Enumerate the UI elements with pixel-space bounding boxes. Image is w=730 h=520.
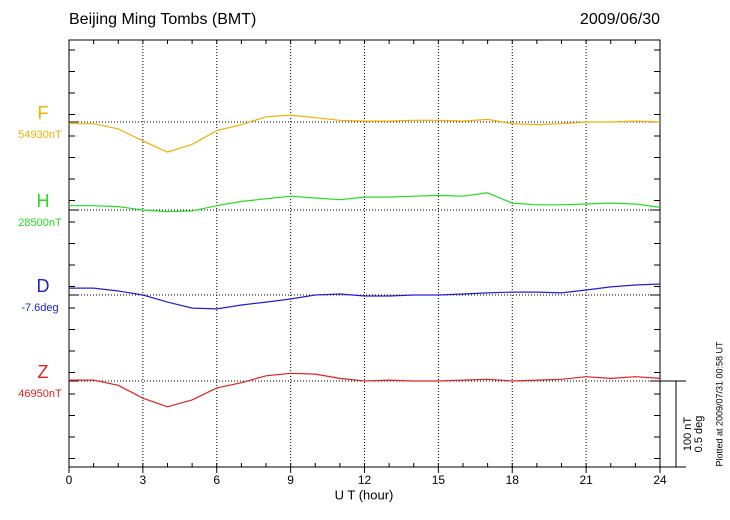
series-name: F bbox=[38, 103, 49, 123]
x-tick-label: 9 bbox=[287, 473, 294, 487]
chart-title: Beijing Ming Tombs (BMT) bbox=[69, 11, 256, 28]
series-line bbox=[69, 283, 661, 310]
series-line bbox=[69, 372, 661, 408]
series-baseline: 46950nT bbox=[18, 388, 62, 400]
x-tick-label: 15 bbox=[432, 473, 446, 487]
series-name: Z bbox=[38, 362, 49, 382]
x-tick-label: 3 bbox=[140, 473, 147, 487]
series-baseline: 54930nT bbox=[18, 129, 62, 141]
x-tick-label: 21 bbox=[579, 473, 593, 487]
x-axis-label: U T (hour) bbox=[335, 487, 394, 502]
series-baseline: 28500nT bbox=[18, 217, 62, 229]
x-tick-label: 6 bbox=[213, 473, 220, 487]
scale-bar-label: 0.5 deg bbox=[693, 416, 705, 453]
scale-bar-label: 100 nT bbox=[682, 417, 694, 452]
series-baseline: -7.6deg bbox=[21, 302, 58, 314]
x-tick-label: 18 bbox=[506, 473, 520, 487]
plot-note: Plotted at 2009/07/31 00:58 UT bbox=[714, 341, 724, 467]
chart-date: 2009/06/30 bbox=[580, 11, 660, 28]
series-name: D bbox=[37, 276, 50, 296]
series-line bbox=[69, 114, 661, 153]
series-name: H bbox=[37, 191, 50, 211]
x-tick-label: 0 bbox=[66, 473, 73, 487]
x-tick-label: 12 bbox=[358, 473, 372, 487]
series-line bbox=[69, 192, 661, 213]
x-tick-label: 24 bbox=[653, 473, 667, 487]
